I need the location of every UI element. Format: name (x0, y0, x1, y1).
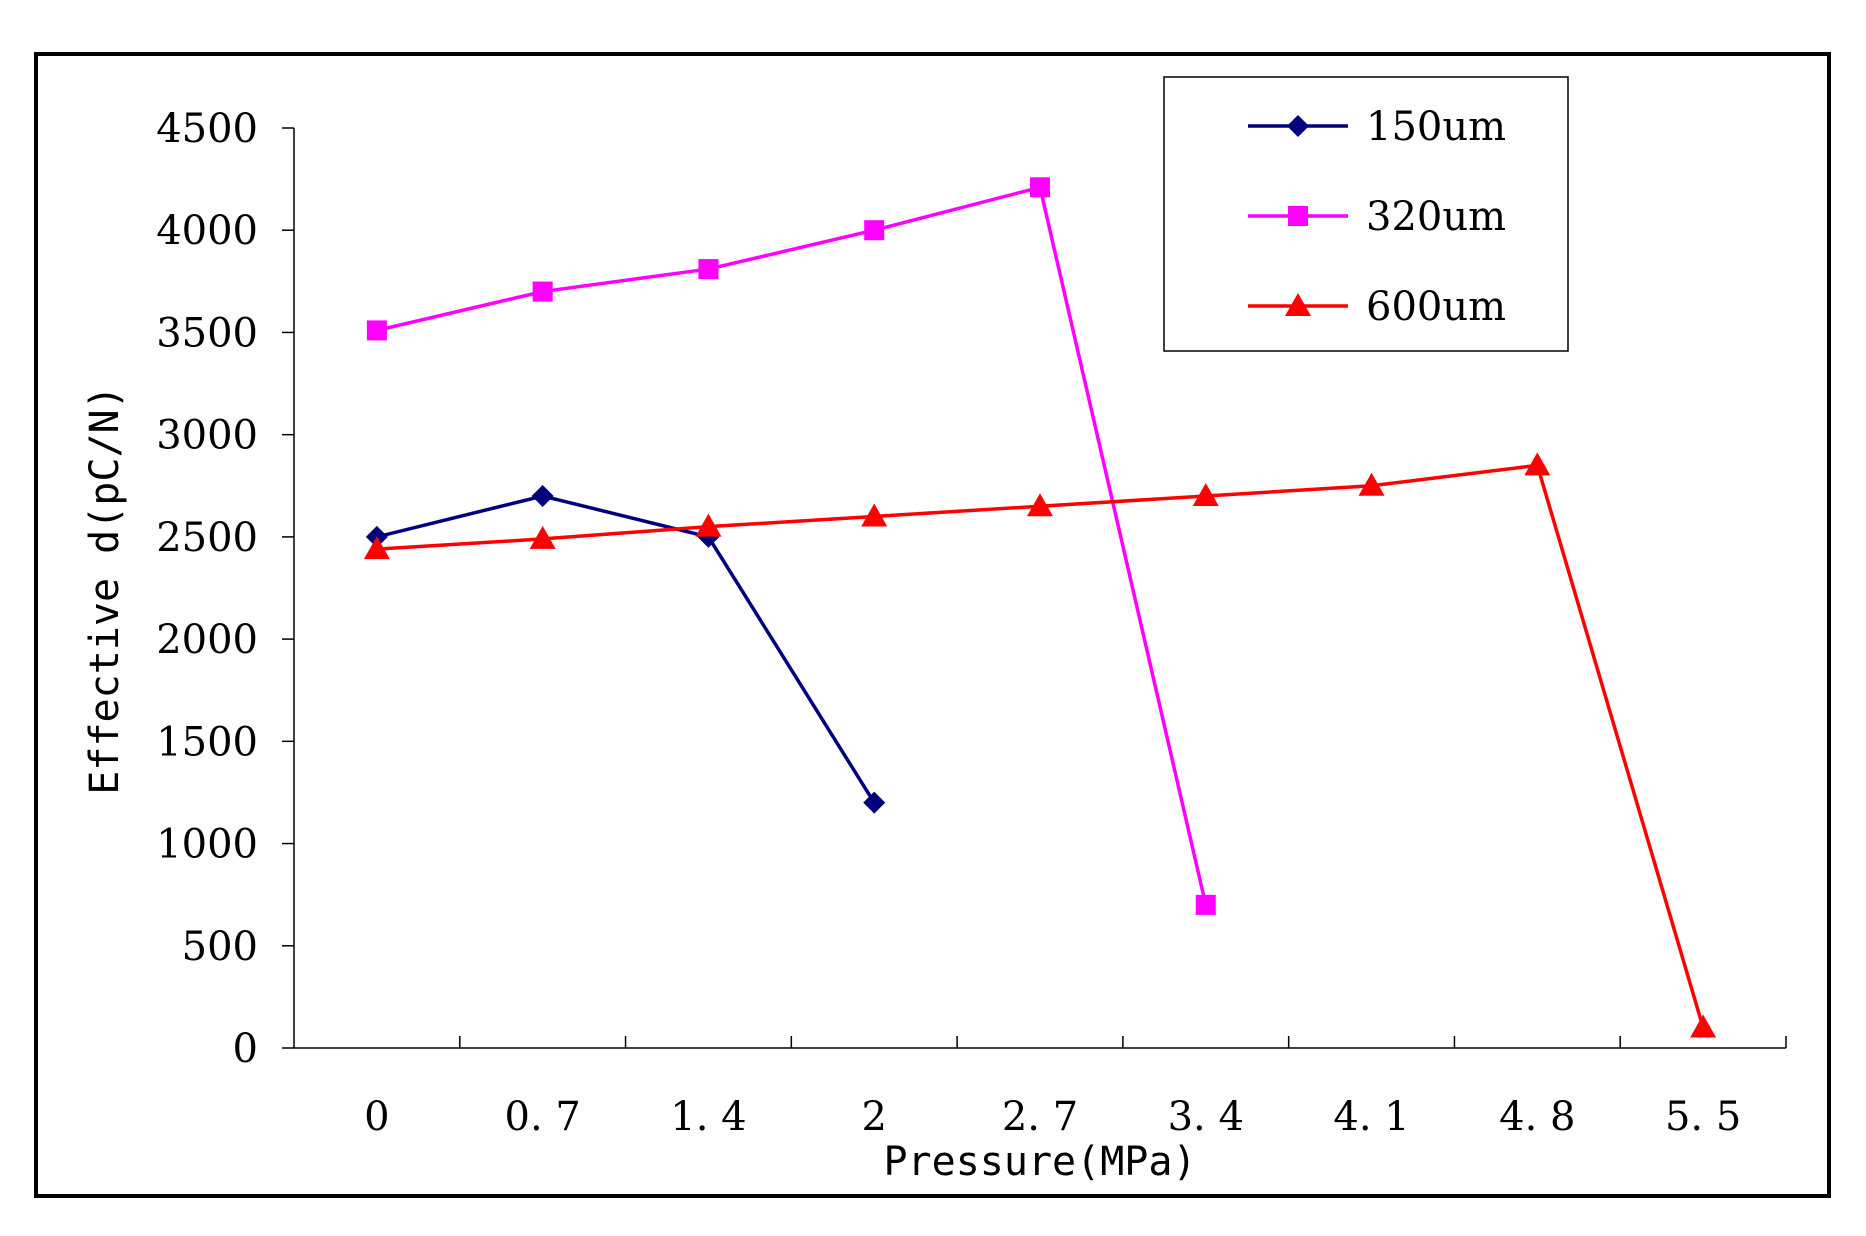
legend-item: 150um (1248, 104, 1506, 150)
x-tick-label: 2 (861, 1094, 886, 1140)
y-tick-label: 500 (182, 924, 258, 970)
y-tick-label: 1500 (156, 719, 258, 765)
data-point (531, 485, 554, 507)
legend-marker (1287, 115, 1309, 137)
legend-marker (1285, 293, 1311, 316)
y-tick-label: 1000 (156, 822, 258, 868)
data-point (366, 320, 387, 341)
data-point (1358, 472, 1385, 496)
data-point (529, 525, 556, 549)
series-layer (363, 177, 1717, 1038)
x-tick-label: 5. 5 (1665, 1094, 1741, 1140)
legend-label: 150um (1366, 104, 1506, 150)
x-tick-label: 2. 7 (1002, 1094, 1078, 1140)
data-point (1027, 493, 1053, 517)
x-tick-label: 0 (364, 1094, 389, 1140)
data-point (1030, 177, 1050, 198)
x-tick-label: 1. 4 (670, 1094, 746, 1140)
x-tick-label: 4. 1 (1333, 1094, 1409, 1140)
legend-item: 600um (1248, 284, 1506, 330)
series-320um (366, 177, 1216, 915)
x-axis-ticks: 0 0. 7 1. 4 2 2. 7 3. 4 4. 1 4. 8 5. 5 (364, 1036, 1787, 1140)
series-600um (363, 452, 1717, 1038)
legend-marker (1288, 206, 1308, 226)
data-point (863, 791, 886, 814)
x-tick-label: 3. 4 (1168, 1094, 1244, 1140)
data-point (864, 220, 885, 241)
y-tick-label: 4000 (156, 208, 258, 254)
legend: 150um 320um 600um (1163, 76, 1569, 352)
data-point (1192, 483, 1219, 506)
series-line (376, 494, 876, 804)
legend-box (1163, 76, 1569, 352)
legend-label: 600um (1366, 284, 1506, 330)
series-line (376, 463, 1705, 1029)
data-point (1690, 1014, 1717, 1038)
y-axis-ticks: 0 500 1000 1500 2000 2500 3000 3500 4000 4500 (156, 106, 294, 1072)
legend-item: 320um (1248, 194, 1506, 240)
data-point (532, 281, 553, 302)
x-tick-label: 4. 8 (1499, 1094, 1575, 1140)
y-tick-label: 3000 (156, 413, 258, 459)
legend-label: 320um (1366, 194, 1506, 240)
y-axis-title: Effective d(pC/N) (82, 385, 128, 794)
y-tick-label: 3500 (156, 310, 258, 356)
data-point (1195, 894, 1216, 915)
x-tick-label: 0. 7 (505, 1094, 581, 1140)
data-point (695, 513, 722, 537)
y-tick-label: 4500 (156, 106, 258, 152)
data-point (698, 259, 719, 280)
y-tick-label: 0 (233, 1026, 258, 1072)
x-axis-title: Pressure(MPa) (883, 1139, 1196, 1185)
series-line (376, 185, 1208, 906)
data-point (861, 503, 888, 527)
axes (293, 128, 1786, 1049)
data-point (363, 536, 390, 560)
data-point (1524, 452, 1551, 476)
y-tick-label: 2500 (156, 515, 258, 561)
y-tick-label: 2000 (156, 617, 258, 663)
